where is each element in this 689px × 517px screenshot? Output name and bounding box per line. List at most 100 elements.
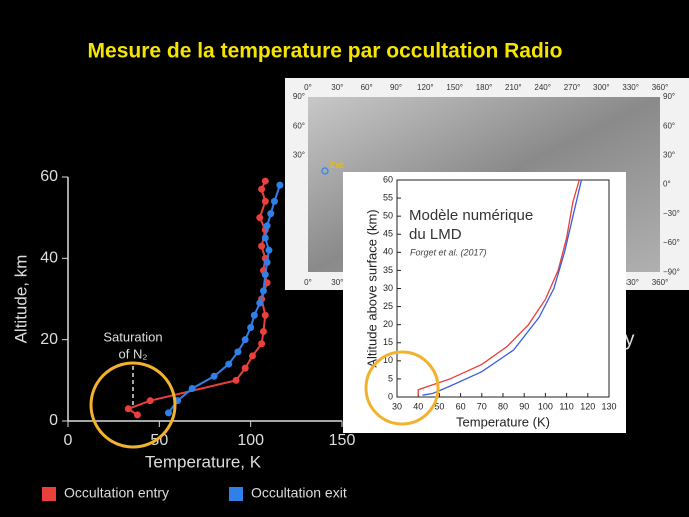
data-line	[422, 179, 583, 396]
annotation: of N₂	[119, 346, 148, 361]
data-point	[250, 311, 258, 319]
data-point	[247, 323, 255, 331]
map-lat-label: −90°	[663, 267, 680, 276]
map-lon-label: 270°	[564, 83, 581, 92]
data-point	[261, 311, 269, 319]
data-point	[261, 197, 269, 205]
y-tick-label: 0	[49, 412, 58, 429]
x-tick-label: 100	[538, 401, 553, 411]
x-tick-label: 60	[456, 401, 466, 411]
x-tick-label: 0	[64, 432, 73, 449]
map-lat-label: 30°	[663, 151, 675, 160]
map-lon-label: 330°	[622, 278, 639, 287]
y-tick-label: 25	[383, 301, 393, 311]
x-tick-label: 110	[559, 401, 573, 411]
data-point	[258, 340, 266, 348]
y-tick-label: 20	[40, 331, 58, 348]
data-point	[259, 287, 267, 295]
map-lon-label: 60°	[361, 83, 373, 92]
data-point	[241, 336, 249, 344]
y-tick-label: 10	[383, 355, 393, 365]
data-point	[263, 222, 271, 230]
x-tick-label: 80	[498, 401, 508, 411]
right-chart: 30 40 50 60 70 80 90 100 110 120 130 0 5 10 15 20 25 30 35…	[364, 174, 616, 429]
y-tick-label: 30	[383, 283, 393, 293]
citation: Forget et al. (2017)	[410, 247, 487, 257]
data-point	[225, 360, 233, 368]
x-tick-label: 70	[477, 401, 487, 411]
y-tick-label: 5	[388, 373, 393, 383]
annotation: du LMD	[409, 226, 462, 243]
map-lon-label: 0°	[304, 83, 312, 92]
map-lon-label: 0°	[304, 278, 312, 287]
annotation: Saturation	[103, 329, 162, 344]
data-point	[261, 271, 269, 279]
data-point	[146, 397, 154, 405]
map-lat-label: 60°	[663, 121, 675, 130]
map-lat-label: 60°	[293, 121, 305, 130]
y-tick-label: 0	[388, 391, 393, 401]
data-point	[256, 214, 264, 222]
map-lon-label: 360°	[652, 278, 669, 287]
x-tick-label: 30	[392, 401, 402, 411]
data-point	[276, 181, 284, 189]
data-point	[234, 348, 242, 356]
map-lat-label: 30°	[293, 151, 305, 160]
map-lon-label: 90°	[390, 83, 402, 92]
x-tick-label: 120	[580, 401, 595, 411]
slide-title: Mesure de la temperature par occultation…	[88, 40, 563, 63]
x-tick-label: 130	[601, 401, 616, 411]
exit-marker	[321, 167, 329, 175]
data-point	[188, 384, 196, 392]
x-axis-label: Temperature, K	[145, 452, 262, 471]
data-line	[417, 179, 580, 396]
data-point	[267, 210, 275, 218]
x-tick-label: 100	[237, 432, 264, 449]
data-point	[258, 242, 266, 250]
data-point	[133, 411, 141, 419]
y-tick-label: 40	[40, 250, 58, 267]
data-point	[270, 197, 278, 205]
x-tick-label: 90	[519, 401, 529, 411]
map-lon-label: 30°	[331, 278, 343, 287]
y-axis-label: Altitude, km	[11, 255, 30, 344]
y-tick-label: 20	[383, 319, 393, 329]
legend-swatch	[229, 487, 243, 501]
map-lon-label: 120°	[417, 83, 434, 92]
y-axis-label: Altitude above surface (km)	[364, 209, 379, 367]
data-point	[241, 364, 249, 372]
data-point	[124, 405, 132, 413]
data-point	[261, 177, 269, 185]
map-lon-label: 240°	[534, 83, 551, 92]
data-point	[265, 246, 273, 254]
map-lat-label: −30°	[663, 209, 680, 218]
y-tick-label: 60	[40, 168, 58, 185]
data-point	[259, 328, 267, 336]
map-lon-label: 300°	[593, 83, 610, 92]
highlight-circle	[364, 350, 440, 426]
data-point	[263, 258, 271, 266]
data-point	[232, 376, 240, 384]
map-lat-label: 90°	[293, 92, 305, 101]
legend-label: Occultation exit	[251, 485, 347, 501]
y-tick-label: 40	[383, 247, 393, 257]
map-lon-label: 360°	[652, 83, 669, 92]
highlight-circle	[89, 361, 177, 449]
data-point	[256, 299, 264, 307]
data-point	[248, 352, 256, 360]
model-panel	[343, 172, 626, 433]
left-chart: 0 50 100 150 0 20 40 60 Temperature, K Altitude, …	[11, 168, 355, 501]
y-tick-label: 55	[383, 192, 393, 202]
x-tick-label: 50	[434, 401, 444, 411]
map-lon-label: 330°	[622, 83, 639, 92]
x-tick-label: 150	[329, 432, 356, 449]
x-tick-label: 50	[150, 432, 168, 449]
map-lat-label: −60°	[663, 238, 680, 247]
data-point	[210, 372, 218, 380]
map-lon-label: 150°	[446, 83, 463, 92]
y-tick-label: 15	[383, 337, 393, 347]
y-tick-label: 35	[383, 265, 393, 275]
y-tick-label: 60	[383, 174, 393, 184]
map-lon-label: 180°	[476, 83, 493, 92]
